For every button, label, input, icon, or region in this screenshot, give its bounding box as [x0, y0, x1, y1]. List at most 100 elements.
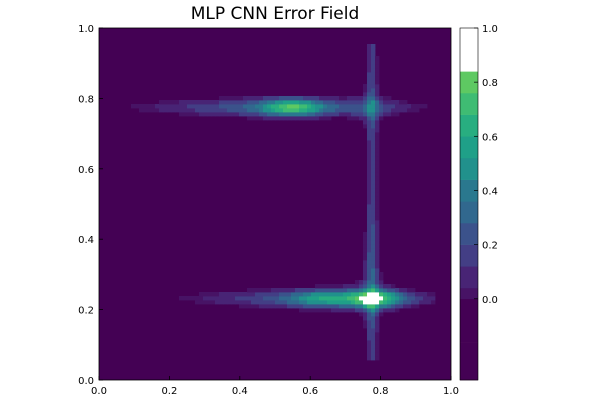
heatmap-cell	[371, 196, 376, 201]
heatmap-cell	[367, 256, 372, 261]
heatmap-cell	[371, 288, 376, 293]
heatmap-cell	[295, 100, 300, 105]
heatmap-cell	[239, 292, 244, 297]
heatmap-cell	[363, 312, 368, 317]
heatmap-cell	[387, 284, 392, 289]
heatmap-cell	[299, 308, 304, 313]
heatmap-cell	[247, 300, 252, 305]
heatmap-cell	[199, 100, 204, 105]
heatmap-cell	[375, 88, 380, 93]
heatmap-cell	[419, 104, 424, 109]
heatmap-cell	[323, 292, 328, 297]
heatmap-cell	[295, 116, 300, 121]
heatmap-cell	[267, 292, 272, 297]
heatmap-cell	[339, 308, 344, 313]
heatmap-cell	[375, 120, 380, 125]
heatmap-cell	[323, 284, 328, 289]
heatmap-cell	[223, 300, 228, 305]
heatmap-cell	[287, 108, 292, 113]
heatmap-cell	[391, 108, 396, 113]
heatmap-cell	[179, 112, 184, 117]
heatmap-cell	[375, 136, 380, 141]
heatmap-cell	[299, 304, 304, 309]
heatmap-cell	[371, 320, 376, 325]
heatmap-cell	[415, 304, 420, 309]
heatmap-cell	[199, 292, 204, 297]
heatmap-cell	[375, 60, 380, 65]
heatmap-cell	[371, 124, 376, 129]
heatmap-cell	[343, 296, 348, 301]
heatmap-cell	[375, 344, 380, 349]
heatmap-cell	[359, 304, 364, 309]
heatmap-cell	[367, 76, 372, 81]
heatmap-cell	[375, 188, 380, 193]
heatmap-cell	[263, 104, 268, 109]
heatmap-cell	[367, 96, 372, 101]
heatmap-cell	[379, 108, 384, 113]
heatmap-cell	[371, 356, 376, 361]
heatmap-cell	[299, 296, 304, 301]
heatmap-cell	[367, 248, 372, 253]
heatmap-cell	[371, 352, 376, 357]
heatmap-cell	[259, 96, 264, 101]
heatmap-cell	[411, 300, 416, 305]
heatmap-cell	[155, 108, 160, 113]
heatmap-cell	[343, 104, 348, 109]
y-axis: 0.0 0.2 0.4 0.6 0.8 1.0	[78, 24, 103, 387]
heatmap-cell	[387, 288, 392, 293]
heatmap-cell	[371, 244, 376, 249]
heatmap-cell	[375, 240, 380, 245]
heatmap-cell	[375, 356, 380, 361]
heatmap-cell	[295, 292, 300, 297]
heatmap-cell	[255, 296, 260, 301]
heatmap-cell	[371, 200, 376, 205]
heatmap-cell	[367, 116, 372, 121]
heatmap-cell	[375, 168, 380, 173]
heatmap-cell	[423, 292, 428, 297]
heatmap-cell	[367, 192, 372, 197]
heatmap-cell	[271, 300, 276, 305]
heatmap-cell	[371, 116, 376, 121]
heatmap-cell	[331, 112, 336, 117]
heatmap-cell	[347, 112, 352, 117]
heatmap-cell	[335, 300, 340, 305]
heatmap-cell	[315, 96, 320, 101]
heatmap-cell	[319, 116, 324, 121]
heatmap-cell	[307, 116, 312, 121]
heatmap-cell	[359, 308, 364, 313]
heatmap-cell	[247, 112, 252, 117]
heatmap-cell	[259, 288, 264, 293]
heatmap-cell	[215, 100, 220, 105]
heatmap-cell	[323, 104, 328, 109]
heatmap-cell	[379, 308, 384, 313]
heatmap-cell	[223, 108, 228, 113]
heatmap-cell	[255, 96, 260, 101]
heatmap-cell	[323, 296, 328, 301]
heatmap-cell	[279, 300, 284, 305]
heatmap-cell	[363, 268, 368, 273]
heatmap-cell	[311, 104, 316, 109]
heatmap-cell	[363, 88, 368, 93]
heatmap-cell	[355, 300, 360, 305]
heatmap-cell	[327, 116, 332, 121]
heatmap-cell	[359, 108, 364, 113]
heatmap-cell	[279, 292, 284, 297]
heatmap-cell	[363, 260, 368, 265]
heatmap-cell	[391, 300, 396, 305]
heatmap-cell	[367, 224, 372, 229]
heatmap-cell	[219, 100, 224, 105]
heatmap-cell	[403, 288, 408, 293]
heatmap-cell	[251, 296, 256, 301]
heatmap-cell	[183, 100, 188, 105]
heatmap-cell	[371, 328, 376, 333]
heatmap-cell	[263, 108, 268, 113]
heatmap-cell	[375, 352, 380, 357]
heatmap-cell	[331, 292, 336, 297]
heatmap-cell	[251, 100, 256, 105]
heatmap-cell	[327, 96, 332, 101]
heatmap-cell	[251, 104, 256, 109]
heatmap-cell	[267, 108, 272, 113]
heatmap-cell	[315, 108, 320, 113]
heatmap-cell	[419, 296, 424, 301]
